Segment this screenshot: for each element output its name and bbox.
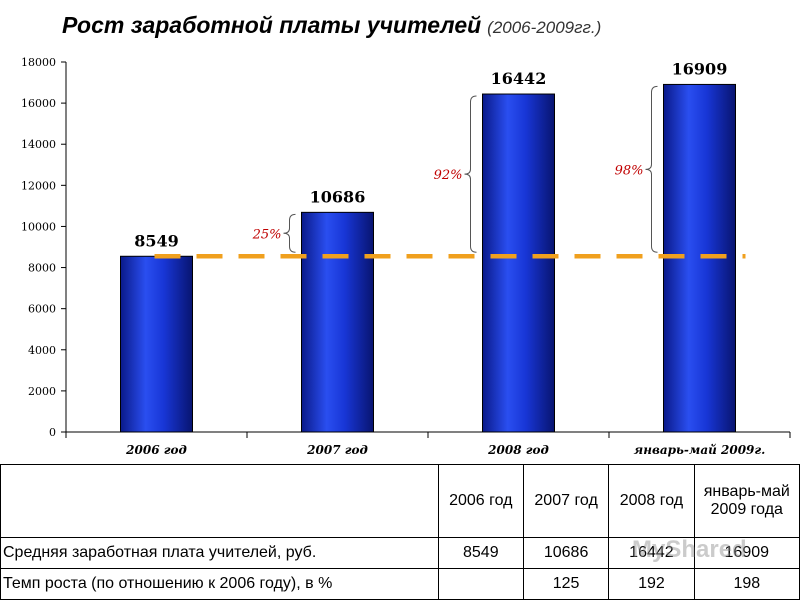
growth-brace bbox=[645, 85, 658, 253]
growth-label: 98% bbox=[615, 163, 644, 178]
table-cell: 16442 bbox=[608, 537, 695, 569]
growth-label: 92% bbox=[434, 168, 463, 183]
row-label-salary: Средняя заработная плата учителей, руб. bbox=[0, 537, 439, 569]
data-table: 2006 год 2007 год 2008 год январь-май 20… bbox=[0, 464, 800, 600]
watermark: MyShared bbox=[632, 536, 747, 563]
title-sub: (2006-2009гг.) bbox=[487, 18, 602, 37]
table-cell: 10686 bbox=[522, 537, 610, 569]
x-tick-label: 2007 год bbox=[306, 443, 368, 457]
bar bbox=[120, 255, 193, 433]
y-tick-label: 12000 bbox=[21, 179, 56, 192]
growth-brace bbox=[283, 213, 296, 253]
y-tick-label: 16000 bbox=[21, 97, 56, 110]
x-tick-label: 2006 год bbox=[125, 443, 187, 457]
y-tick-label: 8000 bbox=[28, 262, 56, 275]
y-tick-label: 0 bbox=[49, 426, 56, 439]
chart-title: Рост заработной платы учителей (2006-2009… bbox=[62, 12, 601, 39]
table-cell: 8549 bbox=[437, 537, 524, 569]
y-tick-label: 14000 bbox=[21, 138, 56, 151]
y-tick-label: 6000 bbox=[28, 303, 56, 316]
growth-brace bbox=[464, 95, 477, 253]
header-cell-2007: 2007 год bbox=[522, 464, 610, 538]
bars: 8549 10686 16442 16909 bbox=[120, 59, 736, 433]
bar-chart: 0 2000 4000 6000 8000 10000 12000 14000 16000 180… bbox=[21, 56, 791, 457]
table-cell: 192 bbox=[608, 568, 695, 600]
table-row: Темп роста (по отношению к 2006 году), в… bbox=[0, 568, 800, 600]
x-axis: 2006 год 2007 год 2008 год январь-май 2009г… bbox=[65, 431, 791, 457]
table-row: Средняя заработная плата учителей, руб. … bbox=[0, 537, 800, 569]
bar-value-label: 10686 bbox=[310, 187, 366, 206]
bar bbox=[482, 93, 555, 433]
y-axis: 0 2000 4000 6000 8000 10000 12000 14000 16000 180… bbox=[21, 56, 67, 439]
y-tick-label: 10000 bbox=[21, 220, 56, 233]
x-tick-label: 2008 год bbox=[487, 443, 549, 457]
y-tick-label: 4000 bbox=[28, 344, 56, 357]
header-cell-2006: 2006 год bbox=[437, 464, 524, 538]
table-cell bbox=[437, 568, 524, 600]
header-cell-empty bbox=[0, 464, 439, 538]
header-cell-2008: 2008 год bbox=[608, 464, 695, 538]
title-main: Рост заработной платы учителей bbox=[62, 12, 482, 38]
growth-label: 25% bbox=[252, 227, 282, 242]
table-cell: 125 bbox=[522, 568, 610, 600]
table-cell: 198 bbox=[693, 568, 800, 600]
y-tick-label: 2000 bbox=[28, 385, 56, 398]
table-header-row: 2006 год 2007 год 2008 год январь-май 20… bbox=[0, 464, 800, 538]
x-tick-label: январь-май 2009г. bbox=[634, 443, 766, 457]
y-tick-label: 18000 bbox=[21, 56, 56, 69]
bar-value-label: 8549 bbox=[134, 231, 179, 250]
bar-value-label: 16909 bbox=[672, 59, 728, 78]
header-cell-2009: январь-май 2009 года bbox=[693, 464, 800, 538]
bar-value-label: 16442 bbox=[491, 69, 547, 88]
growth-annotations: 25% 92% 98% bbox=[252, 85, 658, 253]
bar bbox=[301, 211, 374, 433]
row-label-growth: Темп роста (по отношению к 2006 году), в… bbox=[0, 568, 439, 600]
